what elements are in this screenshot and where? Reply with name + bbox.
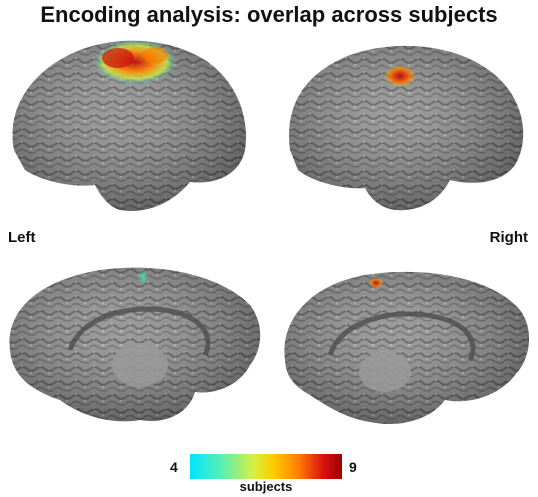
colorbar-min-label: 4 (170, 459, 178, 475)
brain-left-lateral (12, 40, 246, 211)
brain-right-medial (284, 271, 530, 424)
brain-right-lateral (289, 45, 524, 211)
colorbar: 4 9 subjects (170, 448, 370, 496)
hemisphere-label-left: Left (8, 229, 36, 246)
hemisphere-label-right: Right (489, 229, 528, 246)
colorbar-title: subjects (239, 479, 293, 494)
colorbar-gradient (190, 454, 342, 479)
brain-left-medial (9, 267, 261, 422)
colorbar-max-label: 9 (349, 459, 357, 475)
figure-title: Encoding analysis: overlap across subjec… (40, 2, 498, 27)
